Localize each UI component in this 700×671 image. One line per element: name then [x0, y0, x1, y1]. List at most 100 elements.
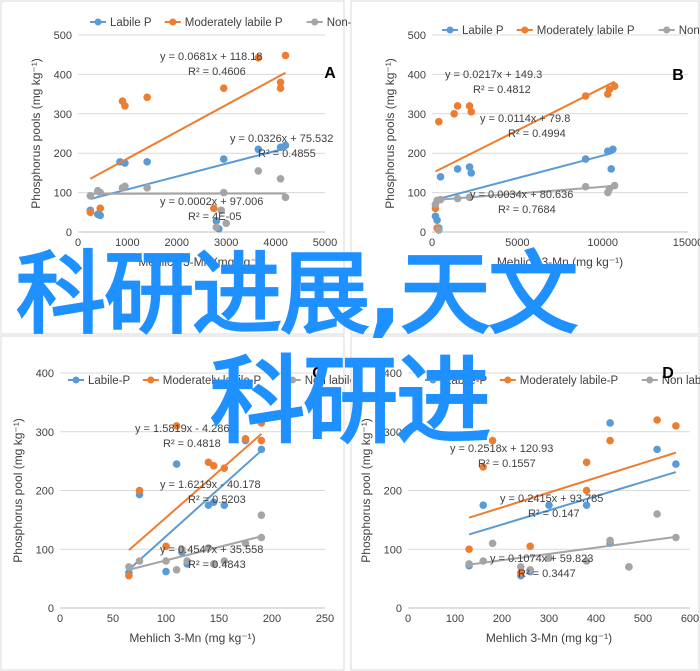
x-tick-label: 500 [634, 613, 652, 625]
data-point [212, 223, 221, 232]
trend-r2: R² = 0.5203 [188, 494, 246, 506]
y-tick-label: 300 [36, 427, 54, 439]
data-point [143, 93, 151, 102]
data-point [488, 436, 497, 445]
x-axis-label: Mehlich 3-Mn (mg kg⁻¹) [497, 255, 623, 269]
panel-letter: D [662, 365, 674, 382]
chart-frame [0, 335, 345, 671]
data-point [582, 486, 591, 495]
y-tick-label: 400 [36, 368, 54, 380]
x-tick-label: 100 [446, 613, 464, 625]
y-axis-label: Phosphorus pool (mg kg⁻¹) [11, 418, 25, 562]
trend-equation: y = 0.0326x + 75.532 [230, 133, 333, 145]
data-point [672, 422, 680, 430]
x-tick-label: 0 [405, 613, 411, 625]
x-tick-label: 400 [587, 613, 605, 625]
data-point [281, 51, 290, 60]
data-point [96, 204, 105, 213]
x-axis-label: Mehlich 3-Mn (mg kg⁻¹) [138, 255, 264, 269]
x-tick-label: 0 [429, 237, 435, 249]
x-tick-label: 10000 [587, 237, 618, 249]
y-tick-label: 100 [408, 188, 426, 200]
data-point [582, 501, 591, 509]
y-tick-label: 0 [420, 227, 426, 239]
legend-entry: Labile P [110, 17, 152, 29]
data-point [178, 545, 186, 554]
legend-swatch-marker [311, 18, 319, 26]
legend-swatch-marker [646, 376, 654, 384]
data-point [479, 463, 488, 471]
legend-entry: Moderately labile-P [520, 375, 619, 387]
data-point [653, 445, 661, 454]
trend-r2: R² = 0.1557 [478, 458, 536, 470]
data-point [172, 422, 181, 430]
data-point [222, 219, 230, 228]
trend-r2: R² = 0.4818 [163, 438, 221, 450]
data-point [435, 117, 443, 126]
data-point [220, 501, 229, 509]
y-tick-label: 0 [66, 227, 72, 239]
data-point [435, 226, 443, 234]
x-tick-label: 50 [107, 613, 119, 625]
data-point [220, 464, 229, 472]
data-point [672, 460, 680, 468]
data-point [609, 145, 617, 154]
y-tick-label: 300 [54, 109, 72, 121]
data-point [453, 165, 462, 173]
data-point [254, 167, 263, 175]
trend-equation: y = 0.0681x + 118.18 [160, 51, 263, 63]
x-tick-label: 2000 [165, 237, 189, 249]
data-point [606, 436, 614, 445]
data-point [607, 165, 615, 173]
data-point [436, 173, 445, 181]
data-point [209, 462, 218, 470]
data-point [219, 155, 228, 163]
y-axis-label: Phosphorus pools (mg kg⁻¹) [383, 58, 397, 208]
data-point [433, 216, 441, 224]
trend-r2: R² = 0.4606 [188, 66, 246, 78]
y-tick-label: 200 [384, 486, 402, 498]
data-point [465, 163, 474, 171]
data-point [220, 557, 229, 565]
trendline [128, 433, 263, 551]
x-tick-label: 0 [75, 237, 81, 249]
data-point [210, 204, 218, 213]
data-point [204, 544, 213, 552]
data-point [257, 511, 266, 519]
legend-swatch-marker [289, 376, 297, 384]
data-point [241, 539, 250, 548]
data-point [672, 533, 680, 542]
legend-swatch-marker [446, 26, 454, 34]
legend-entry: Moderately labile-P [163, 375, 262, 387]
data-point [453, 102, 462, 110]
y-tick-label: 500 [54, 30, 72, 42]
data-point [610, 82, 619, 91]
y-tick-label: 400 [408, 69, 426, 81]
trendline [89, 71, 286, 180]
panel-letter: B [672, 67, 684, 84]
x-axis-label: Mehlich 3-Mn (mg kg⁻¹) [486, 631, 612, 645]
data-point [209, 560, 218, 568]
data-point [465, 545, 473, 554]
data-point [625, 563, 633, 571]
data-point [135, 557, 144, 565]
y-tick-label: 0 [396, 603, 402, 615]
data-point [581, 92, 590, 100]
data-point [125, 571, 133, 580]
data-point [121, 182, 129, 191]
trend-r2: R² = 0.7684 [498, 204, 556, 216]
legend-swatch-marker [663, 26, 671, 34]
data-point [610, 181, 619, 190]
chart-frame [350, 0, 700, 335]
data-point [209, 498, 218, 507]
data-point [121, 102, 129, 110]
legend-entry: Labile-P [445, 375, 488, 387]
data-point [276, 175, 285, 183]
y-tick-label: 300 [384, 427, 402, 439]
legend-swatch-marker [429, 376, 437, 384]
trendline [468, 471, 677, 536]
data-point [162, 542, 170, 551]
trend-equation: y = 1.5819x - 4.2868 [135, 423, 236, 435]
legend-entry: Labile-P [88, 375, 131, 387]
data-point [453, 194, 462, 203]
